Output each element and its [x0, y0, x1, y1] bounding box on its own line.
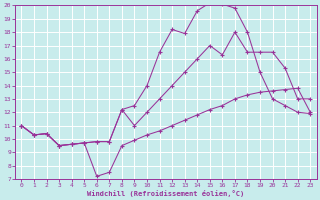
X-axis label: Windchill (Refroidissement éolien,°C): Windchill (Refroidissement éolien,°C) [87, 190, 244, 197]
